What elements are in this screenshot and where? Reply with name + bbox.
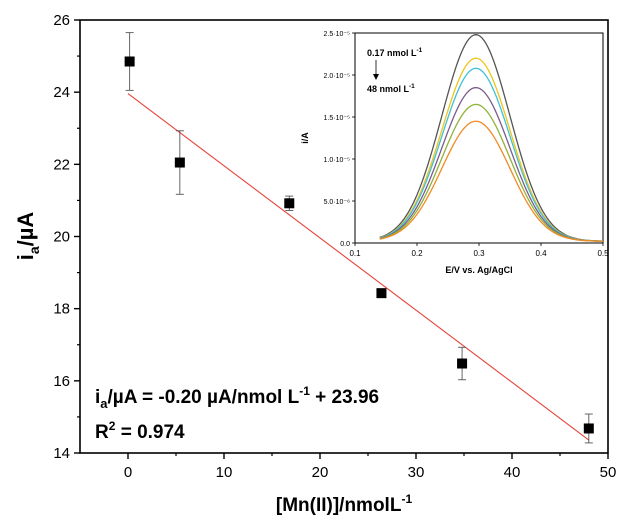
main-x-axis-label: [Mn(II)]/nmolL-1: [276, 492, 413, 516]
main-x-tick-label: 40: [504, 464, 521, 481]
data-point: [174, 157, 185, 168]
inset-annotation-arrowhead: [373, 74, 379, 80]
main-y-tick-label: 14: [53, 445, 70, 462]
main-y-tick-label: 24: [53, 84, 70, 101]
main-y-tick-label: 16: [53, 373, 70, 390]
inset-x-tick-label: 0.3: [473, 249, 485, 258]
main-y-tick-label: 18: [53, 301, 70, 318]
inset-ticks: 0.1 0.2 0.3 0.4 0.5 0.0 5.0·10⁻⁶ 1.0·10⁻⁵ 1.5·10…: [324, 31, 610, 258]
inset-x-tick-label: 0.4: [535, 249, 547, 258]
main-marks: [124, 32, 594, 444]
fit-line: [127, 93, 590, 441]
r-squared: R2 = 0.974: [95, 419, 185, 443]
inset-y-axis-label: i/A: [300, 132, 310, 144]
main-y-tick-label: 26: [53, 12, 70, 29]
main-x-tick-label: 30: [408, 464, 425, 481]
inset-x-tick-label: 0.5: [597, 249, 609, 258]
inset-x-axis-label: E/V vs. Ag/AgCl: [445, 265, 512, 275]
main-x-tick-label: 50: [600, 464, 617, 481]
inset-x-tick-label: 0.2: [411, 249, 423, 258]
main-x-tick-label: 10: [216, 464, 233, 481]
inset-y-tick-label: 1.5·10⁻⁵: [324, 115, 351, 122]
data-point: [376, 288, 387, 299]
data-point: [457, 358, 468, 369]
data-point: [284, 198, 295, 209]
main-y-tick-label: 20: [53, 229, 70, 246]
inset-x-tick-label: 0.1: [349, 249, 361, 258]
main-ticks: 0 10 20 30 40 50 14 16 18 20 22 24 26: [53, 12, 616, 481]
inset-voltammogram-curve: [379, 120, 604, 242]
main-x-tick-label: 20: [312, 464, 329, 481]
inset-annotation-bottom: 48 nmol L-1: [367, 83, 415, 94]
inset-y-tick-label: 1.0·10⁻⁵: [324, 157, 351, 164]
inset-y-tick-label: 2.0·10⁻⁵: [324, 73, 351, 80]
inset-y-tick-label: 5.0·10⁻⁶: [324, 199, 351, 206]
main-y-axis-label: ia/µA: [13, 212, 42, 261]
main-x-tick-label: 0: [124, 464, 132, 481]
inset-voltammogram-curve: [379, 34, 604, 242]
regression-equation: ia/µA = -0.20 µA/nmol L-1 + 23.96: [95, 384, 379, 411]
inset-plot-frame: [354, 32, 604, 244]
inset-y-tick-label: 0.0: [340, 241, 350, 248]
inset-y-tick-label: 2.5·10⁻⁵: [324, 31, 351, 38]
inset-annotation-top: 0.17 nmol L-1: [367, 47, 423, 58]
inset-curves: [379, 34, 604, 242]
main-y-tick-label: 22: [53, 156, 70, 173]
data-point: [124, 56, 135, 67]
data-point: [583, 423, 594, 434]
